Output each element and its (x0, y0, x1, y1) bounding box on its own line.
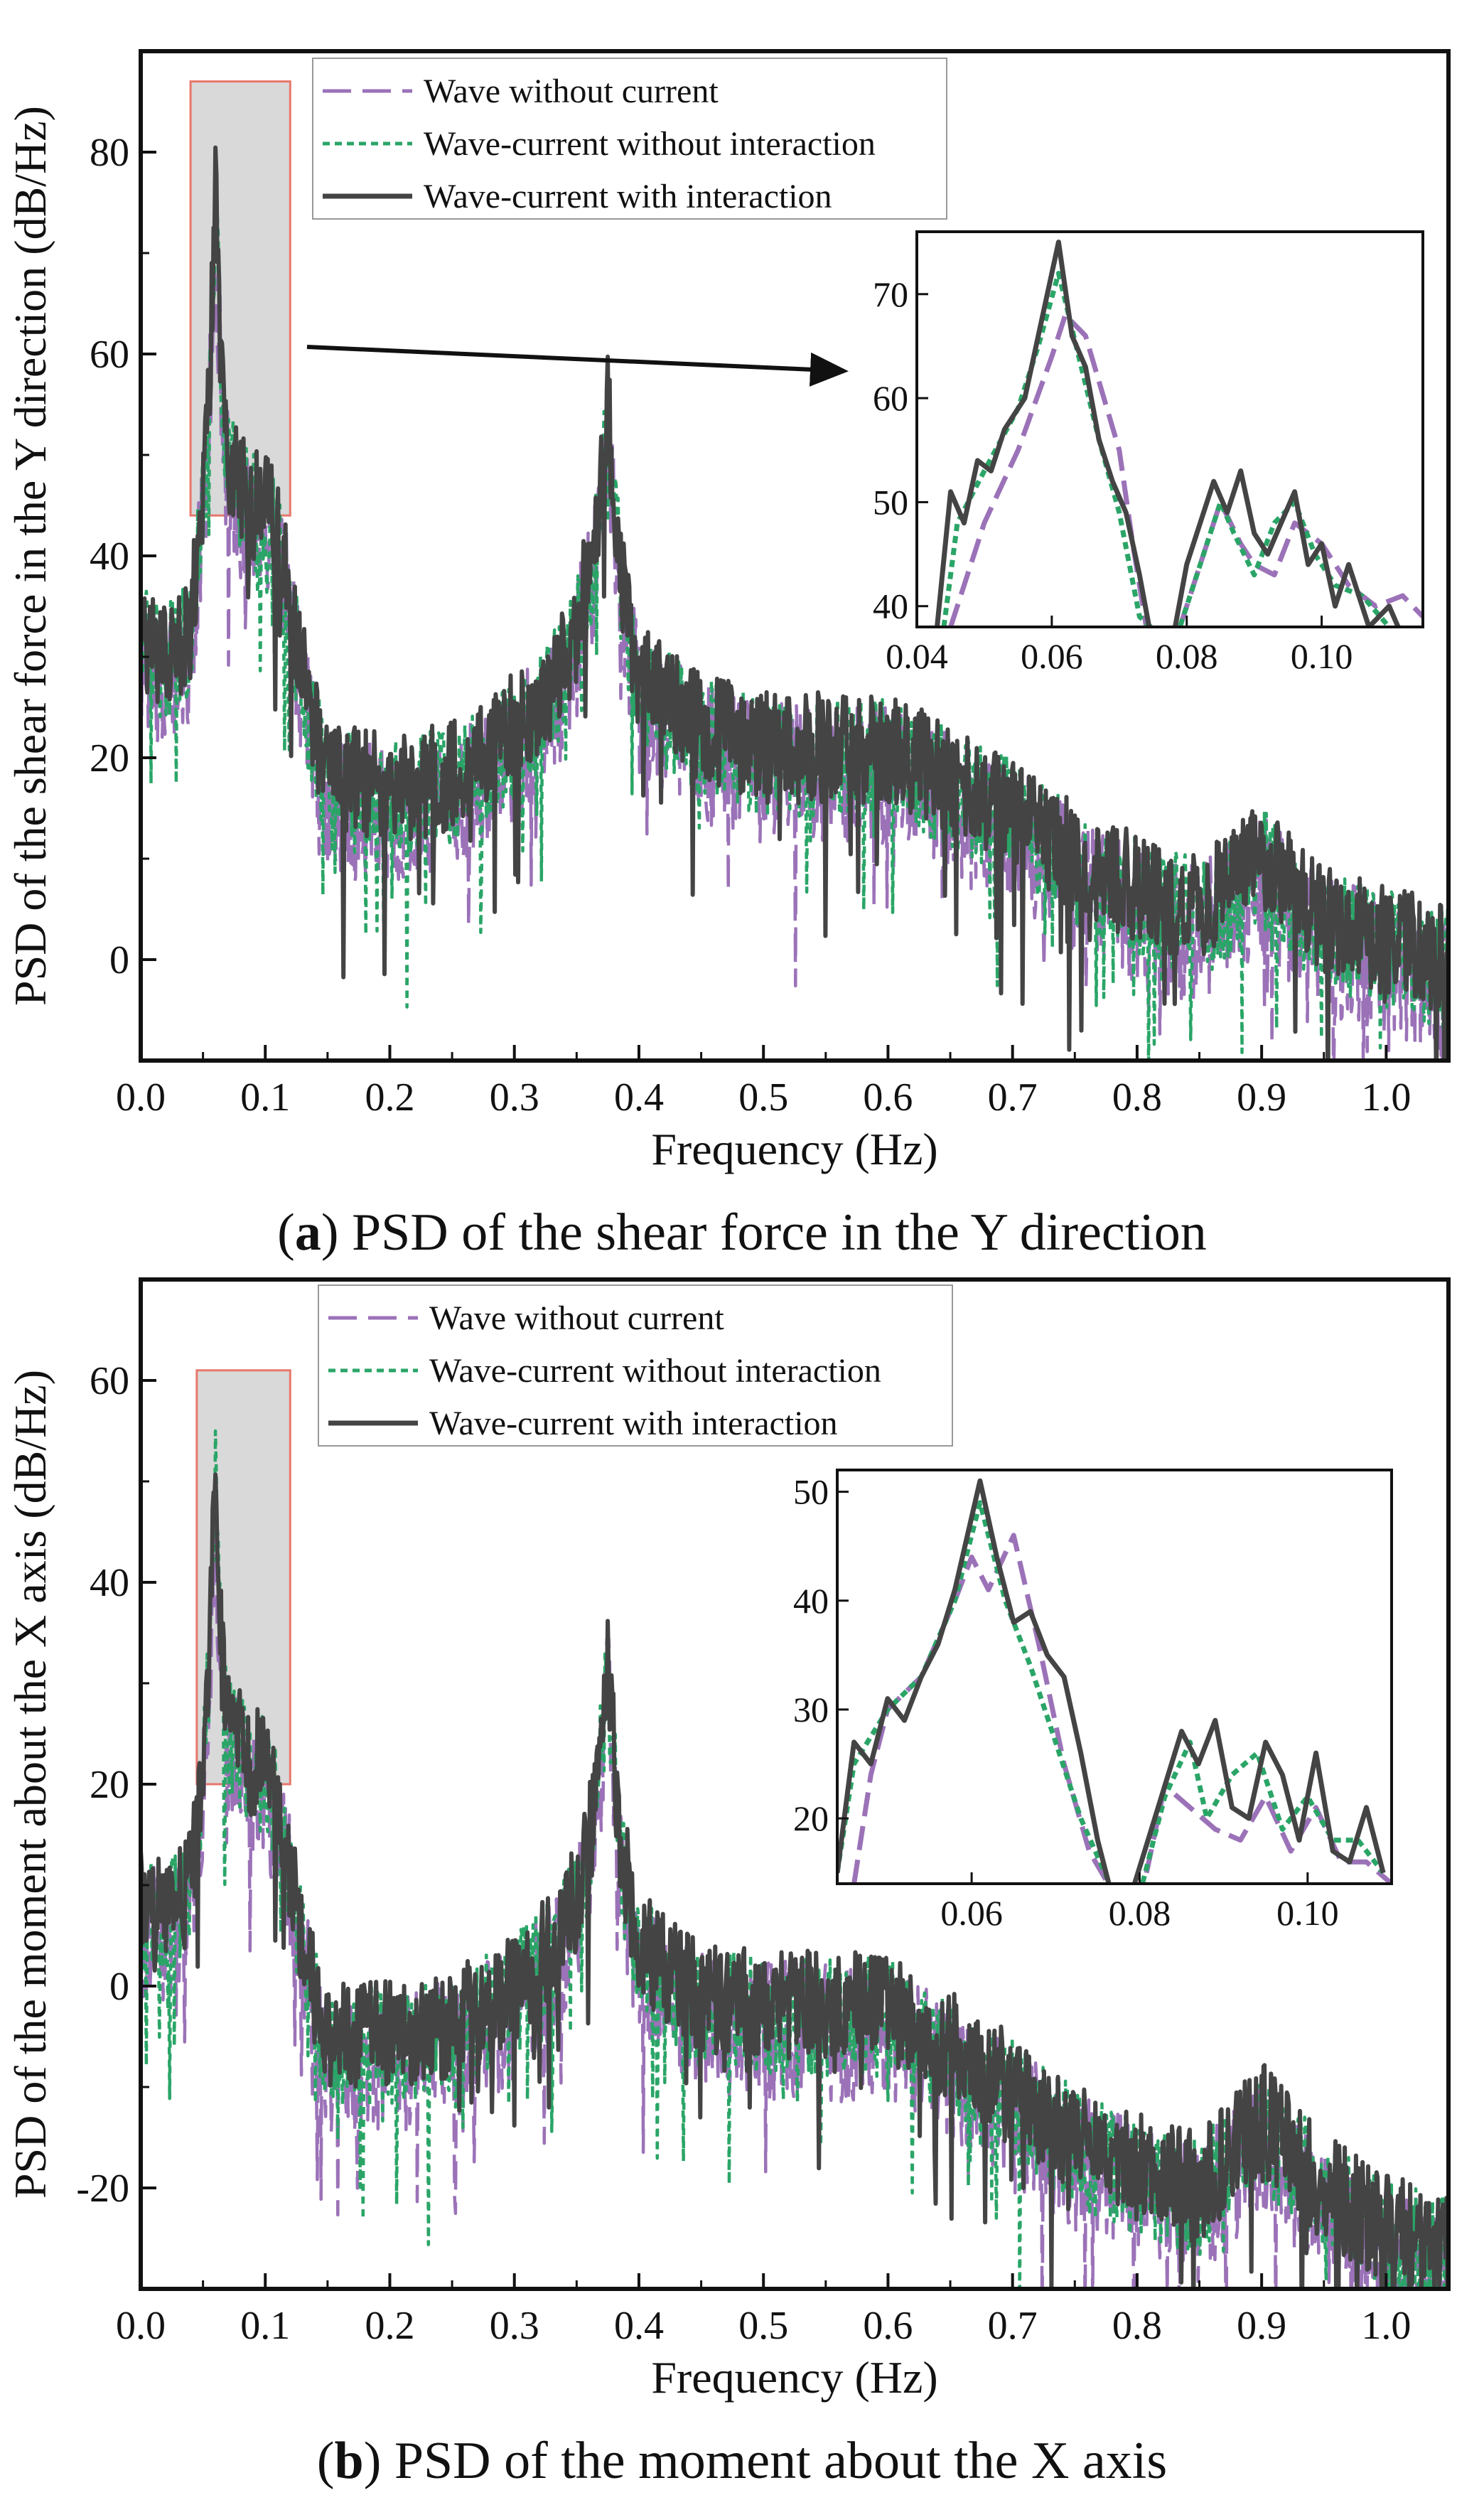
legend-box (318, 1284, 953, 1447)
legend-entry-label: Wave-current with interaction (429, 1405, 838, 1442)
x-tick-label: 0.7 (988, 2304, 1038, 2348)
inset-series-group (837, 1478, 1392, 1884)
caption-b-letter: b (334, 2432, 364, 2490)
caption-a-letter: a (294, 1203, 321, 1262)
inset-series-line (837, 1478, 1386, 1884)
x-axis-title: Frequency (Hz) (651, 1124, 937, 1174)
y-axis-title: PSD of the shear force in the Y directio… (5, 106, 55, 1006)
x-tick-label: 0.9 (1237, 1075, 1286, 1120)
series-line-wave-current-with-interaction (141, 1472, 1448, 2289)
x-tick-label: 1.0 (1361, 2304, 1411, 2348)
panel-b-moment-chart: 0.0 0.1 0.2 0.3 0.4 0.5 0.6 0.7 0.8 0.9 1.0 -20 0 20 4… (5, 1277, 1451, 2403)
legend-entry-label: Wave without current (424, 73, 719, 110)
y-tick-label: 0 (109, 938, 129, 982)
x-tick-label: 0.5 (738, 1075, 788, 1120)
caption-b-text: PSD of the moment about the X axis (394, 2432, 1168, 2490)
series-group (141, 145, 1448, 1061)
inset-y-tick-label: 50 (793, 1472, 829, 1512)
legend-entry-label: Wave-current without interaction (429, 1352, 881, 1390)
x-tick-label: 0.1 (240, 2304, 290, 2348)
inset-x-tick-label: 0.06 (940, 1893, 1003, 1933)
inset-series-line (948, 312, 1423, 627)
caption-a-text: PSD of the shear force in the Y directio… (351, 1203, 1207, 1262)
inset-frame (836, 1469, 1393, 1885)
x-tick-label: 0.2 (365, 1075, 414, 1120)
x-tick-label: 0.0 (116, 1075, 166, 1120)
series-line-wave-current-with-interaction (141, 145, 1448, 1061)
x-tick-label: 0.8 (1112, 2304, 1162, 2348)
inset-series-group (935, 240, 1423, 627)
legend-entry-label: Wave-current with interaction (424, 178, 832, 215)
x-tick-label: 0.7 (988, 1075, 1038, 1120)
x-tick-label: 1.0 (1361, 1075, 1411, 1120)
series-line-wave-current-without-interaction (141, 1429, 1448, 2289)
inset-series-line (935, 240, 1401, 627)
x-tick-label: 0.6 (863, 1075, 913, 1120)
x-tick-label: 0.3 (490, 1075, 539, 1120)
inset-y-tick-label: 30 (793, 1690, 829, 1729)
inset-background (837, 1470, 1392, 1884)
x-tick-label: 0.8 (1112, 1075, 1162, 1120)
y-tick-label: 20 (90, 736, 129, 780)
inset-y-tick-label: 50 (873, 482, 908, 522)
y-axis-title: PSD of the moment about the X axis (dB/H… (5, 1370, 55, 2199)
inset-x-tick-label: 0.10 (1291, 636, 1353, 676)
y-tick-label: 20 (90, 1763, 129, 1807)
inset-y-tick-label: 60 (873, 378, 908, 418)
inset-x-tick-label: 0.04 (886, 636, 948, 676)
x-tick-label: 0.2 (365, 2304, 414, 2348)
x-axis-title: Frequency (Hz) (651, 2352, 937, 2403)
caption-b: (b) PSD of the moment about the X axis (316, 2432, 1168, 2490)
inset-y-tick-label: 40 (793, 1581, 829, 1621)
legend-entry-label: Wave-current without interaction (424, 125, 876, 163)
inset-y-tick-label: 70 (873, 274, 908, 314)
zoom-arrow (306, 345, 849, 387)
inset-y-tick-label: 40 (873, 586, 908, 626)
inset-frame (915, 230, 1424, 628)
inset-y-tick-label: 20 (793, 1798, 829, 1838)
y-tick-label: 60 (90, 333, 129, 377)
y-tick-label: 60 (90, 1359, 129, 1403)
series-group (141, 1429, 1448, 2289)
x-tick-label: 0.1 (240, 1075, 290, 1120)
x-tick-label: 0.6 (863, 2304, 913, 2348)
x-tick-label: 0.5 (738, 2304, 788, 2348)
caption-a: (a) PSD of the shear force in the Y dire… (277, 1203, 1207, 1262)
y-tick-label: 40 (90, 1561, 129, 1605)
y-tick-label: 0 (109, 1965, 129, 2009)
y-tick-label: 40 (90, 535, 129, 579)
inset-x-tick-label: 0.06 (1021, 636, 1083, 676)
inset-x-tick-label: 0.10 (1276, 1893, 1339, 1933)
x-tick-label: 0.4 (614, 2304, 664, 2348)
x-tick-label: 0.3 (490, 2304, 539, 2348)
y-tick-label: -20 (76, 2167, 129, 2211)
inset-x-tick-label: 0.08 (1109, 1893, 1171, 1933)
inset-series-line (837, 1500, 1385, 1884)
inset-x-tick-label: 0.08 (1156, 636, 1218, 676)
inset-background (917, 232, 1423, 627)
legend-entry-label: Wave without current (429, 1299, 724, 1337)
y-tick-label: 80 (90, 131, 129, 175)
legend-box (312, 58, 947, 220)
panel-a-shear-force-chart: 0.0 0.1 0.2 0.3 0.4 0.5 0.6 0.7 0.8 0.9 1.0 0 20 40 60… (5, 49, 1451, 1174)
x-tick-label: 0.4 (614, 1075, 664, 1120)
x-tick-label: 0.0 (116, 2304, 166, 2348)
x-tick-label: 0.9 (1237, 2304, 1286, 2348)
